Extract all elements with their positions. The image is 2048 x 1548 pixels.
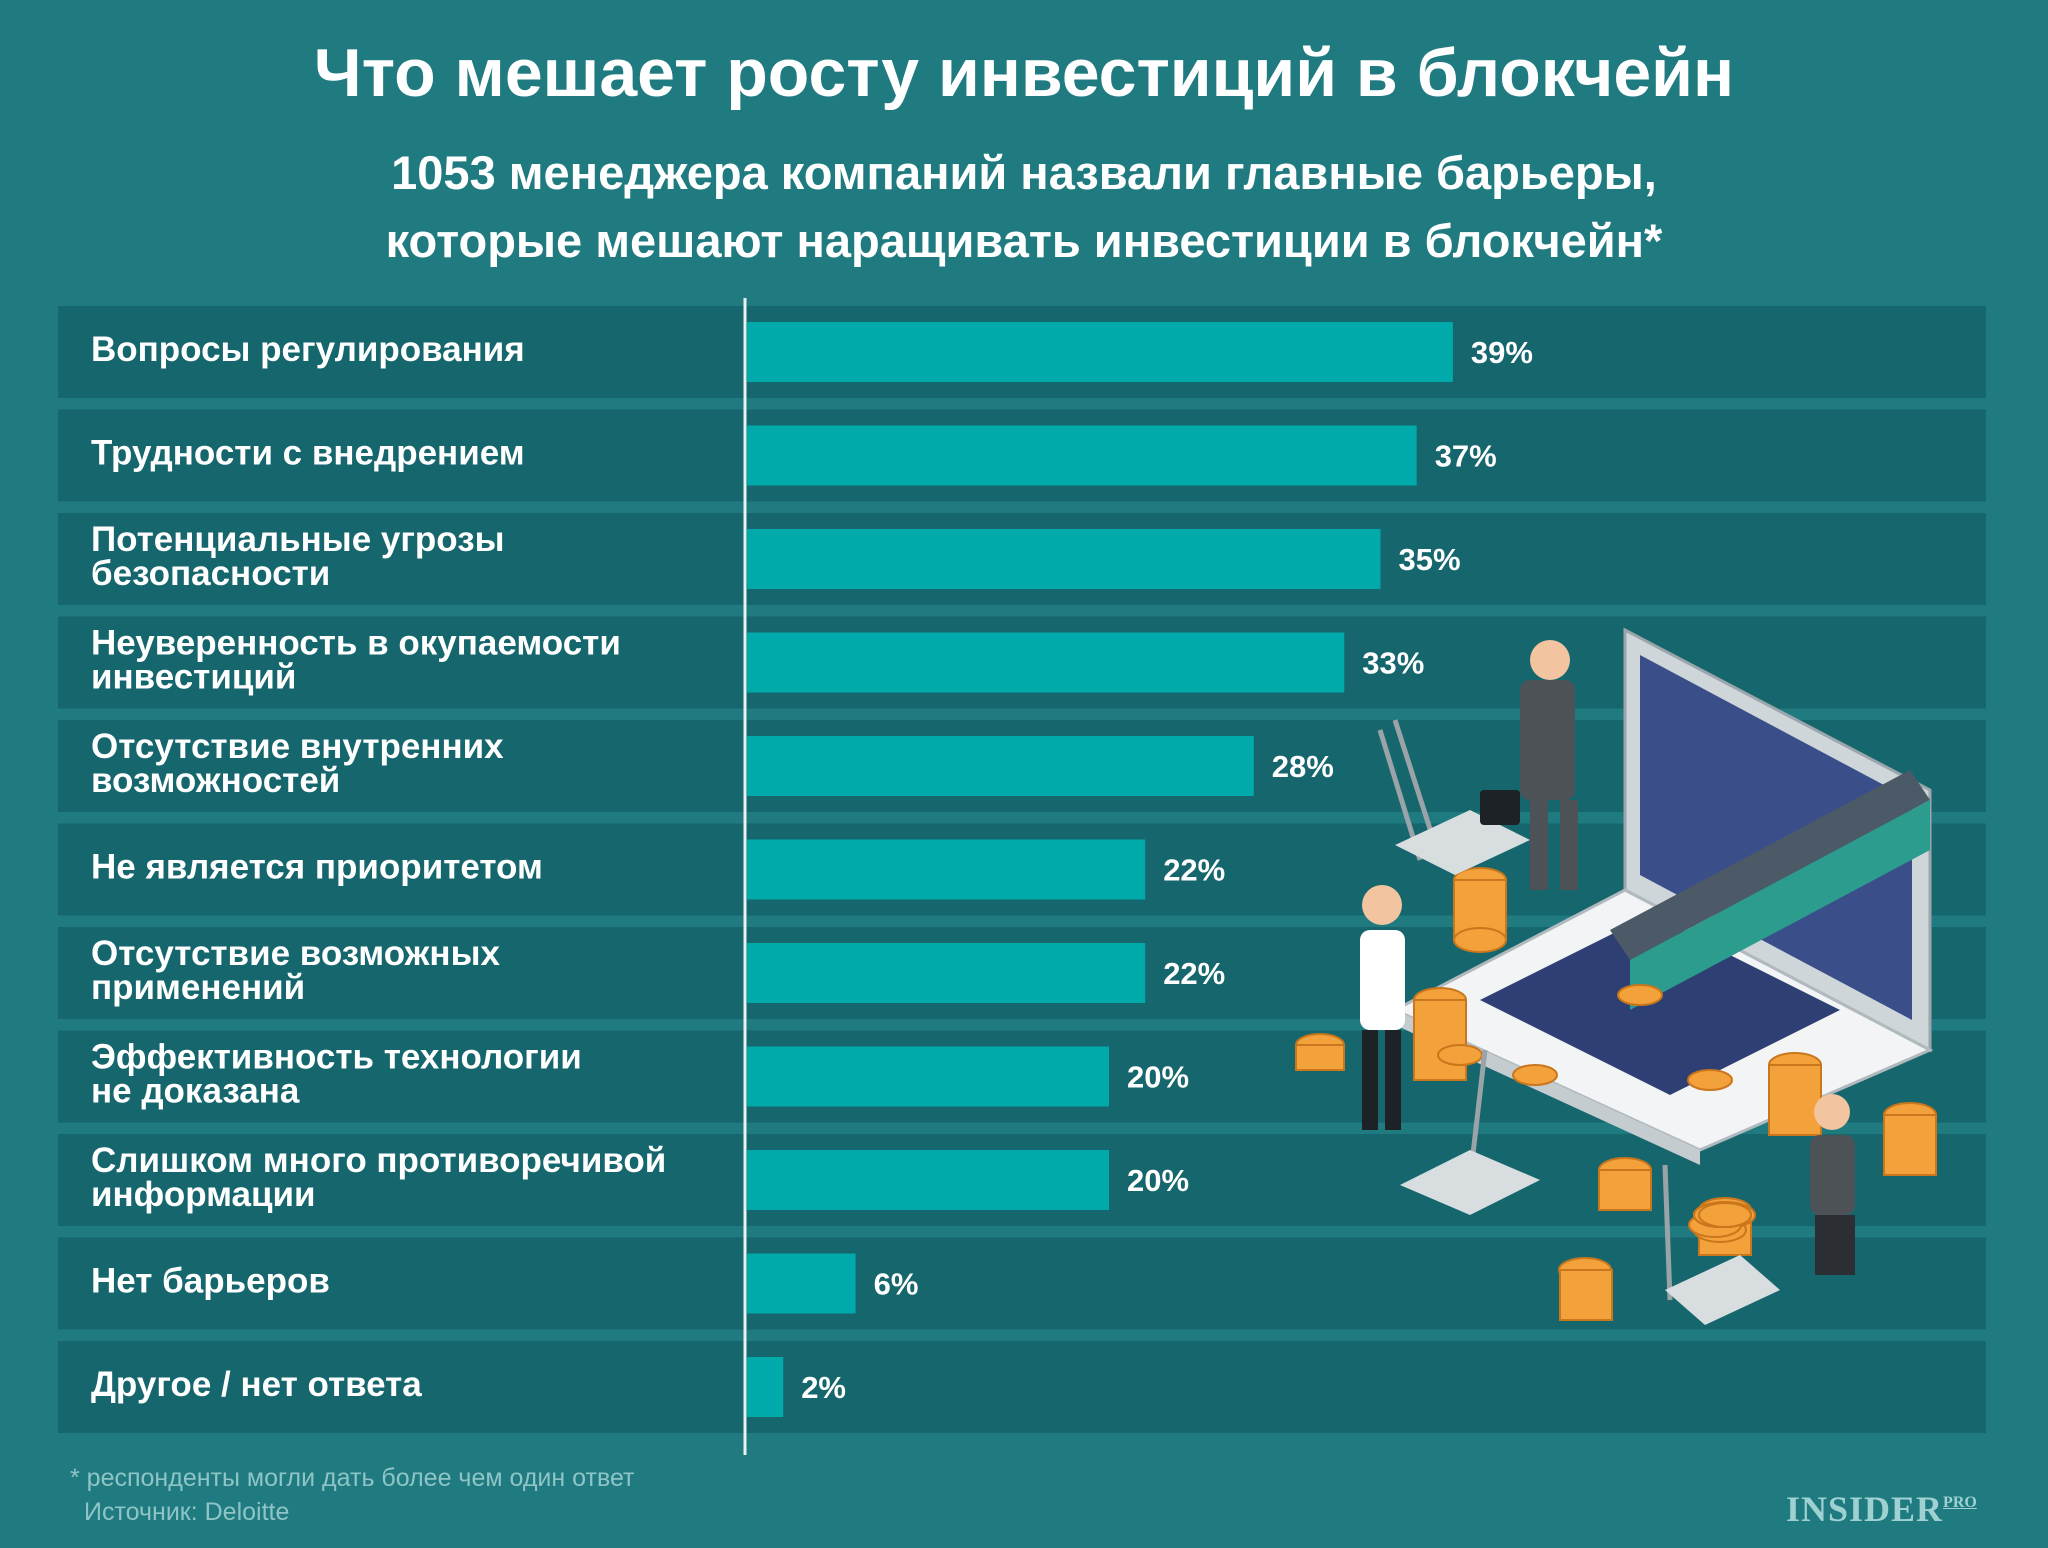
investment-illustration bbox=[1295, 627, 1937, 1325]
logo-sup: PRO bbox=[1943, 1494, 1977, 1511]
category-label: инвестиций bbox=[91, 658, 296, 697]
category-label: Другое / нет ответа bbox=[91, 1365, 422, 1404]
category-label: информации bbox=[91, 1175, 316, 1214]
value-label: 37% bbox=[1435, 439, 1497, 474]
value-label: 2% bbox=[801, 1370, 846, 1405]
category-label: Нет барьеров bbox=[91, 1262, 330, 1301]
bar-6 bbox=[747, 839, 1146, 900]
logo-main: INSIDER bbox=[1786, 1489, 1944, 1529]
chart-subtitle-line2: которые мешают наращивать инвестиции в б… bbox=[385, 214, 1663, 267]
value-label: 39% bbox=[1471, 335, 1533, 370]
footnote: * респонденты могли дать более чем один … bbox=[70, 1464, 635, 1492]
category-label: безопасности bbox=[91, 554, 330, 593]
bar-9 bbox=[747, 1150, 1109, 1210]
category-label: Неуверенность в окупаемости bbox=[91, 624, 621, 663]
category-label: применений bbox=[91, 968, 305, 1007]
category-label: Вопросы регулирования bbox=[91, 330, 525, 369]
row-background-11 bbox=[58, 1341, 1986, 1433]
category-label: Трудности с внедрением bbox=[91, 434, 525, 473]
bar-3 bbox=[747, 529, 1381, 589]
chart-title: Что мешает росту инвестиций в блокчейн bbox=[313, 35, 1735, 111]
value-label: 33% bbox=[1362, 646, 1424, 681]
row-background-10 bbox=[58, 1237, 1986, 1330]
bar-7 bbox=[747, 943, 1146, 1003]
value-label: 35% bbox=[1399, 542, 1461, 577]
source-note: Источник: Deloitte bbox=[84, 1498, 290, 1526]
category-label: Отсутствие возможных bbox=[91, 934, 500, 973]
bar-4 bbox=[747, 632, 1345, 693]
category-label: Слишком много противоречивой bbox=[91, 1141, 666, 1180]
insider-pro-logo: INSIDERPRO bbox=[1786, 1488, 1977, 1530]
category-label: Не является приоритетом bbox=[91, 848, 543, 887]
value-label: 20% bbox=[1127, 1163, 1189, 1198]
chart-subtitle-line1: 1053 менеджера компаний назвали главные … bbox=[391, 146, 1657, 199]
value-label: 22% bbox=[1163, 956, 1225, 991]
value-label: 22% bbox=[1163, 853, 1225, 888]
value-label: 28% bbox=[1272, 749, 1334, 784]
category-label: не доказана bbox=[91, 1072, 300, 1111]
bar-5 bbox=[747, 736, 1254, 796]
category-label: возможностей bbox=[91, 761, 340, 800]
bar-2 bbox=[747, 425, 1417, 486]
bar-11 bbox=[747, 1357, 784, 1417]
bar-1 bbox=[747, 322, 1453, 382]
bar-10 bbox=[747, 1253, 856, 1314]
category-label: Эффективность технологии bbox=[91, 1038, 582, 1077]
category-label: Потенциальные угрозы bbox=[91, 520, 505, 559]
category-label: Отсутствие внутренних bbox=[91, 727, 504, 766]
bar-8 bbox=[747, 1046, 1109, 1107]
value-label: 6% bbox=[874, 1267, 919, 1302]
value-label: 20% bbox=[1127, 1060, 1189, 1095]
